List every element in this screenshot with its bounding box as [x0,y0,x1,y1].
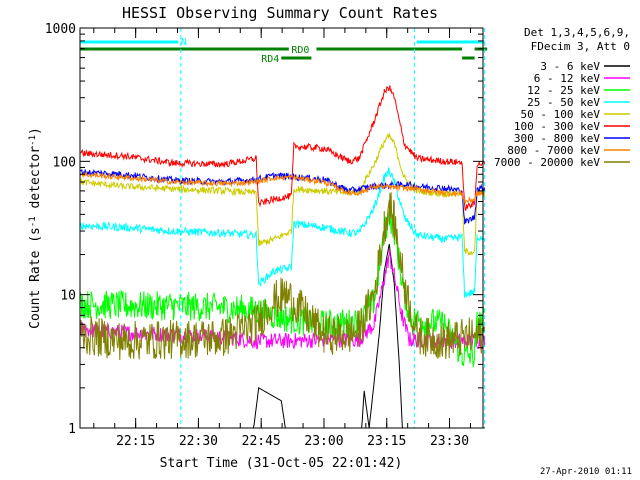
series-line [79,166,486,298]
x-tick-label: 22:45 [242,434,281,449]
legend-entry-label: 3 - 6 keV [540,60,600,73]
legend-entry-label: 12 - 25 keV [527,84,600,97]
x-axis-ticks: 22:15 22:30 22:45 23:00 23:15 23:30 [93,28,471,449]
flag-label-rd0: RD0 [291,45,309,56]
x-tick-label: 23:00 [304,434,343,449]
footer-date: 27-Apr-2010 01:11 [540,467,632,477]
y-tick-label: 100 [53,155,76,170]
series-line [79,211,486,368]
flag-bars: N RD0 RD4 [80,28,488,428]
flag-label-rd4: RD4 [261,54,279,65]
x-axis-label: Start Time (31-Oct-05 22:01:42) [160,456,403,471]
series-line [79,132,486,256]
series-line [79,192,486,361]
plot-frame [79,27,484,429]
y-tick-label: 10 [60,289,76,304]
legend-entry-label: 7000 - 20000 keV [494,156,600,169]
legend-header: FDecim 3, Att 0 [531,40,630,53]
flag-label-n: N [181,37,187,48]
legend-entry-label: 100 - 300 keV [514,120,600,133]
series-line [79,170,486,205]
x-tick-label: 22:30 [179,434,218,449]
x-tick-label: 23:30 [430,434,469,449]
legend-entry-label: 800 - 7000 keV [507,144,600,157]
legend-entry-label: 50 - 100 keV [521,108,601,121]
chart-title: HESSI Observing Summary Count Rates [122,4,438,22]
legend-entry-label: 6 - 12 keV [534,72,601,85]
legend-entry-label: 25 - 50 keV [527,96,600,109]
legend-entry-label: 300 - 800 keV [514,132,600,145]
y-axis-ticks: 1 10 100 1000 [45,22,483,437]
x-tick-label: 23:15 [367,434,406,449]
series-line [80,85,486,212]
y-axis-label: Count Rate (s-1 detector-1) [28,127,43,329]
y-tick-label: 1 [68,422,76,437]
legend: Det 1,3,4,5,6,9,FDecim 3, Att 0 3 - 6 keV… [494,26,630,169]
y-tick-label: 1000 [45,22,76,37]
x-tick-label: 22:15 [116,434,155,449]
legend-header: Det 1,3,4,5,6,9, [524,26,630,39]
